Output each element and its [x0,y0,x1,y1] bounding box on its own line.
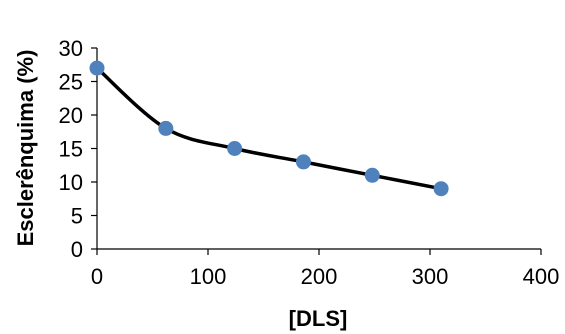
x-tick-label: 200 [301,264,338,289]
x-tick-label: 400 [523,264,560,289]
y-tick-label: 10 [59,170,83,195]
series-line [95,66,443,191]
y-axis-title: Esclerênquima (%) [13,50,38,247]
data-point [227,141,243,156]
y-tick-label: 20 [59,103,83,128]
y-tick-label: 5 [71,204,83,229]
x-tick-label: 300 [412,264,449,289]
y-tick-label: 0 [71,237,83,262]
data-point [295,154,311,170]
y-tick-label: 25 [59,70,83,95]
y-tick-label: 30 [59,36,83,61]
data-point [158,120,174,136]
data-point [89,60,105,76]
x-tick-label: 100 [190,264,227,289]
y-tick-label: 15 [59,137,83,162]
x-tick-label: 0 [91,264,103,289]
x-axis-title: [DLS] [289,306,348,331]
data-point [364,167,380,183]
data-point [433,181,449,197]
